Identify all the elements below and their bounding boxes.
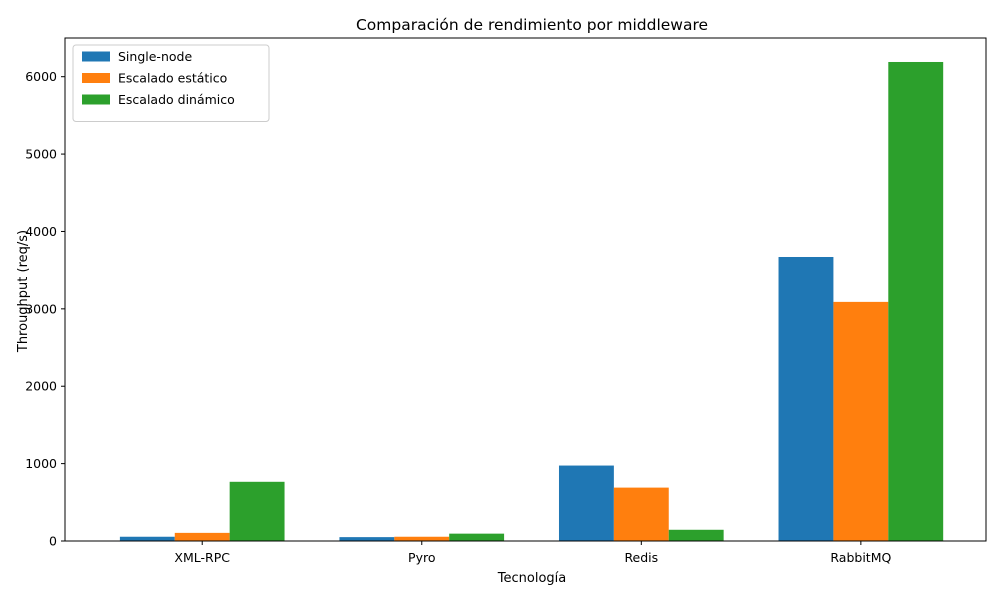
x-axis-title: Tecnología	[497, 571, 566, 586]
legend-box	[72, 44, 270, 122]
x-tick-label: XML-RPC	[174, 550, 230, 565]
y-tick-label: 0	[49, 534, 57, 549]
legend-swatch	[82, 73, 110, 83]
x-tick-label: Redis	[624, 550, 658, 565]
y-axis-title: Throughput (req/s)	[16, 230, 31, 353]
bar-escalado-est-tico-redis	[613, 487, 669, 541]
x-tick-label: RabbitMQ	[830, 550, 891, 565]
chart-title: Comparación de rendimiento por middlewar…	[356, 16, 708, 34]
y-tick-label: 5000	[25, 147, 57, 162]
legend-entry-label: Single-node	[118, 49, 192, 64]
bar-escalado-din-mico-xml-rpc	[229, 481, 285, 541]
legend: Single-node Escalado estático Escalado din…	[72, 44, 270, 122]
bar-escalado-est-tico-rabbitmq	[833, 301, 889, 541]
y-tick-label: 4000	[25, 224, 57, 239]
x-tick-label: Pyro	[408, 550, 435, 565]
legend-entry-label: Escalado dinámico	[118, 92, 235, 107]
plot-frame	[64, 37, 987, 542]
bar-escalado-din-mico-rabbitmq	[888, 61, 944, 542]
legend-entry-label: Escalado estático	[118, 71, 227, 86]
legend-swatch	[82, 94, 110, 105]
y-tick-label: 2000	[25, 379, 57, 394]
bar-escalado-est-tico-xml-rpc	[174, 532, 230, 541]
y-tick-label: 3000	[25, 301, 57, 316]
bar-escalado-est-tico-pyro	[394, 536, 450, 541]
bar-single-node-redis	[558, 465, 614, 541]
y-tick-label: 6000	[25, 69, 57, 84]
bar-single-node-pyro	[339, 537, 395, 541]
plot-area: 0 1000 2000 3000 4000 5000 6000 XML-RPC Pyro Redi…	[25, 37, 987, 565]
y-tick-label: 1000	[25, 456, 57, 471]
bar-single-node-xml-rpc	[119, 536, 175, 541]
legend-swatch	[82, 51, 110, 62]
bar-escalado-din-mico-redis	[668, 529, 724, 541]
bar-single-node-rabbitmq	[778, 256, 834, 541]
bar-escalado-din-mico-pyro	[449, 533, 505, 541]
